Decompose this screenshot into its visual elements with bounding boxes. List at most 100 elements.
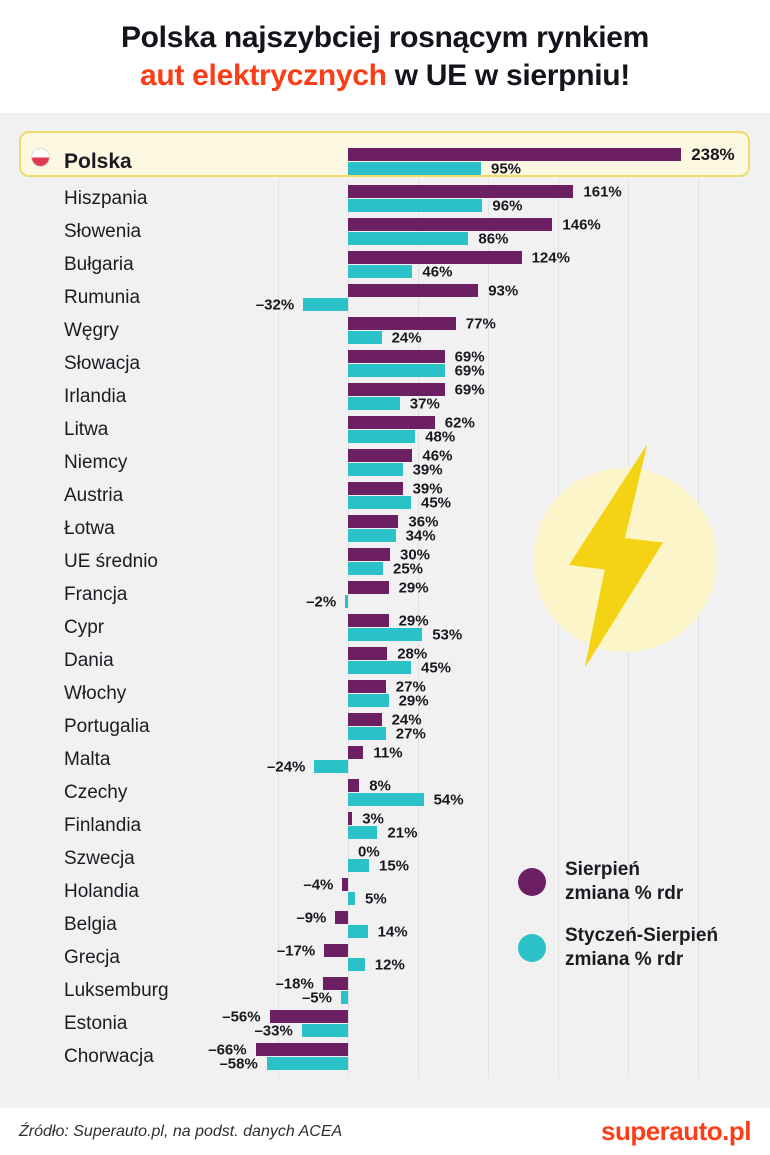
value-august-Irlandia: 69% [454,381,485,398]
value-ytd-Hiszpania: 96% [492,197,523,214]
value-august-Bułgaria: 124% [531,249,570,266]
value-august-Polska: 238% [691,144,735,164]
legend-label: Sierpień zmiana % rdr [565,858,683,906]
bar-ytd-Cypr [348,628,423,641]
bar-august-Słowenia [348,218,553,231]
bar-ytd-Estonia [301,1024,348,1037]
country-label-24: Belgia [64,913,117,935]
bar-august-Estonia [269,1010,348,1023]
value-august-Cypr: 29% [398,612,429,629]
value-august-Czechy: 8% [369,777,391,794]
value-august-Chorwacja: –66% [208,1041,247,1058]
bar-ytd-Słowenia [348,232,469,245]
bar-august-Węgry [348,317,456,330]
country-label-8: Irlandia [64,385,127,407]
bar-august-Rumunia [348,284,479,297]
country-label-22: Szwecja [64,847,135,869]
bar-ytd-Dania [348,661,411,674]
country-label-7: Słowacja [64,352,141,374]
country-label-28: Chorwacja [64,1045,154,1067]
value-august-Słowacja: 69% [454,348,485,365]
country-label-13: UE średnio [64,550,158,572]
bar-ytd-Bułgaria [348,265,413,278]
legend: Sierpień zmiana % rdr Styczeń-Sierpień zmi… [518,858,763,990]
bar-august-Bułgaria [348,251,522,264]
bar-august-Hiszpania [348,185,574,198]
country-label-9: Litwa [64,418,109,440]
bar-august-UE średnio [348,548,390,561]
country-label-12: Łotwa [64,517,115,539]
bar-ytd-Włochy [348,694,389,707]
value-ytd-Polska: 95% [491,160,522,177]
value-august-Włochy: 27% [395,678,426,695]
value-august-Rumunia: 93% [488,282,519,299]
legend-ytd-line2: zmiana % rdr [565,949,684,970]
bar-ytd-Czechy [348,793,424,806]
bar-august-Portugalia [348,713,382,726]
country-label-2: Hiszpania [64,187,148,209]
value-august-Węgry: 77% [465,315,496,332]
legend-entry-ytd: Styczeń-Sierpień zmiana % rdr [518,924,763,972]
bar-ytd-Belgia [348,925,368,938]
value-ytd-Holandia: 5% [365,890,387,907]
legend-august-line1: Sierpień [565,859,640,880]
bar-ytd-Chorwacja [266,1057,348,1070]
value-august-Słowenia: 146% [562,216,601,233]
august-series-dot-icon [518,868,546,896]
header: Polska najszybciej rosnącym rynkiem aut e… [0,0,770,113]
bar-ytd-Rumunia [303,298,348,311]
country-label-6: Węgry [64,319,119,341]
superauto-logo: superauto.pl [600,1116,752,1146]
value-august-Francja: 29% [398,579,429,596]
value-august-Łotwa: 36% [408,513,439,530]
page-title: Polska najszybciej rosnącym rynkiem aut e… [121,19,649,95]
value-ytd-Belgia: 14% [377,923,408,940]
value-august-Szwecja: 0% [358,843,380,860]
value-ytd-Łotwa: 34% [405,527,436,544]
title-line2-rest: w UE w sierpniu! [386,58,631,92]
value-august-Holandia: –4% [303,876,334,893]
bar-august-Grecja [324,944,348,957]
bar-august-Niemcy [348,449,413,462]
gridline-250 [698,178,699,1078]
value-ytd-Francja: –2% [306,593,337,610]
bar-ytd-Holandia [348,892,355,905]
source-note: Źródło: Superauto.pl, na podst. danych A… [19,1122,343,1140]
value-august-Finlandia: 3% [362,810,384,827]
country-label-17: Włochy [64,682,127,704]
bar-august-Łotwa [348,515,399,528]
country-label-27: Estonia [64,1012,128,1034]
bar-ytd-Węgry [348,331,382,344]
value-ytd-Słowacja: 69% [454,362,485,379]
footer: Źródło: Superauto.pl, na podst. danych A… [0,1108,770,1155]
country-label-18: Portugalia [64,715,150,737]
value-ytd-Czechy: 54% [433,791,464,808]
bar-august-Czechy [348,779,360,792]
value-august-Austria: 39% [412,480,443,497]
bar-ytd-Szwecja [348,859,369,872]
gridline-100 [488,178,489,1078]
bar-august-Finlandia [348,812,353,825]
gridline--50 [278,178,279,1078]
bar-ytd-Łotwa [348,529,396,542]
value-august-UE średnio: 30% [400,546,431,563]
lightning-icon [568,444,664,668]
bar-august-Słowacja [348,350,445,363]
value-ytd-Cypr: 53% [432,626,463,643]
bar-august-Luksemburg [322,977,348,990]
bar-ytd-Irlandia [348,397,400,410]
bar-ytd-Portugalia [348,727,386,740]
value-ytd-Litwa: 48% [425,428,456,445]
value-august-Niemcy: 46% [422,447,453,464]
value-ytd-Luksemburg: –5% [301,989,332,1006]
value-ytd-Portugalia: 27% [395,725,426,742]
title-line1: Polska najszybciej rosnącym rynkiem [120,20,650,54]
country-label-11: Austria [64,484,124,506]
country-label-25: Grecja [64,946,120,968]
value-ytd-UE średnio: 25% [393,560,424,577]
legend-ytd-line1: Styczeń-Sierpień [565,925,719,946]
bar-ytd-Litwa [348,430,416,443]
country-label-5: Rumunia [64,286,141,308]
value-august-Litwa: 62% [444,414,475,431]
bar-ytd-Grecja [348,958,365,971]
